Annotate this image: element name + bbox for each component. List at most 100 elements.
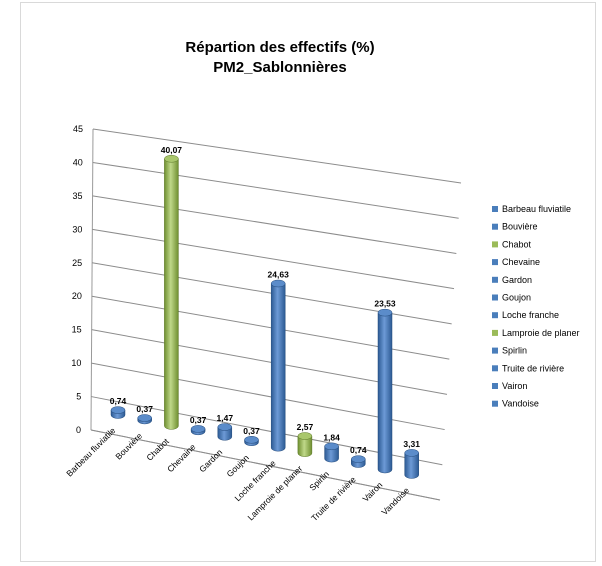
legend-swatch [492, 347, 498, 354]
bar-cap [217, 423, 233, 431]
chart-title-line-1: Répartion des effectifs (%) [185, 39, 374, 56]
bar-gardon [217, 423, 233, 441]
legend-swatch [492, 206, 498, 212]
legend-label: Lamproie de planer [502, 328, 580, 338]
y-tick-label: 35 [73, 191, 83, 201]
legend-label: Vandoise [502, 399, 539, 409]
legend-label: Spirlin [502, 346, 527, 356]
legend-swatch [492, 276, 498, 283]
y-tick-label: 25 [72, 258, 82, 268]
y-tick-label: 15 [72, 325, 82, 335]
y-tick-label: 30 [72, 224, 82, 234]
bar-truite-de-rivière [351, 455, 366, 468]
x-category-label: Chabot [144, 436, 171, 463]
legend-label: Chabot [502, 239, 532, 249]
x-category-label: Lamproie de planer [245, 463, 304, 522]
bar-cap [404, 449, 419, 457]
bar-spirlin [324, 442, 339, 463]
data-label: 3,31 [403, 439, 420, 449]
y-tick-label: 40 [73, 157, 83, 167]
bar-cap [137, 414, 152, 422]
legend-label: Loche franche [502, 310, 559, 320]
legend-label: Barbeau fluviatile [502, 204, 571, 214]
chart-title-line-2: PM2_Sablonnières [213, 59, 346, 76]
gridline [92, 161, 459, 219]
gridline [92, 228, 455, 290]
bar-body [324, 446, 339, 463]
x-category-label: Barbeau fluviatile [64, 425, 117, 478]
bar-vandoise [404, 449, 419, 479]
y-tick-label: 5 [76, 392, 81, 402]
legend-label: Bouvière [502, 222, 538, 232]
gridline [91, 295, 450, 360]
data-label: 0,74 [110, 396, 127, 406]
data-label: 0,37 [243, 426, 260, 436]
y-tick-label: 20 [72, 291, 82, 301]
legend-swatch [492, 241, 498, 248]
data-label: 0,37 [190, 415, 207, 425]
x-category-label: Vairon [360, 480, 384, 504]
bar-loche-franche [270, 279, 286, 452]
bar-bouvière [137, 414, 152, 425]
legend: Barbeau fluviatile Bouvière Chabot Chevaine… [492, 204, 580, 409]
bar-cap [297, 432, 313, 440]
x-category-label: Goujon [224, 452, 251, 479]
bar-body [404, 452, 419, 479]
chart-frame [20, 2, 596, 562]
bar-chevaine [190, 425, 206, 436]
bar-body [270, 283, 286, 452]
legend-label: Truite de rivière [502, 363, 564, 373]
bar-vairon [377, 308, 393, 474]
legend-swatch [492, 259, 498, 266]
legend-swatch [492, 400, 498, 407]
x-category-label: Vandoise [379, 485, 411, 517]
y-axis-ticks: 0 5 10 15 20 25 30 35 40 45 [71, 124, 83, 435]
data-label: 23,53 [374, 299, 396, 309]
x-category-label: Chevaine [165, 442, 198, 475]
legend-swatch [492, 329, 498, 336]
data-label: 1,47 [217, 413, 234, 423]
bar-body [217, 426, 233, 441]
data-label: 0,37 [136, 404, 153, 414]
gridline [92, 195, 457, 254]
bar-cap [164, 155, 179, 163]
bar-cap [110, 406, 126, 414]
bar-cap [351, 455, 366, 463]
bar-cap [244, 436, 259, 444]
legend-label: Chevaine [502, 257, 540, 267]
legend-label: Gardon [502, 275, 532, 285]
x-category-label: Gardon [197, 447, 224, 474]
bar-cap [270, 279, 286, 288]
bar-body [377, 312, 393, 474]
legend-swatch [492, 365, 498, 372]
gridline [92, 128, 462, 184]
gridline [90, 429, 441, 501]
y-tick-label: 0 [76, 425, 81, 435]
legend-label: Vairon [502, 381, 527, 391]
bars: 0,74 0,37 40,07 0,37 1,47 0,37 24,63 2,57 1,84 0,… [110, 145, 420, 479]
data-label: 1,84 [323, 432, 340, 442]
legend-swatch [492, 294, 498, 301]
bar-goujon [244, 436, 259, 446]
bar-cap [324, 442, 339, 451]
bar-barbeau-fluviatile [110, 406, 126, 419]
bar-cap [377, 308, 393, 317]
data-label: 0,74 [350, 445, 367, 455]
bar-lamproie-de-planer [297, 432, 313, 457]
legend-swatch [492, 383, 498, 389]
bar-chabot [164, 155, 179, 430]
data-label: 24,63 [268, 270, 290, 280]
legend-swatch [492, 223, 498, 230]
x-category-label: Spirlin [307, 469, 331, 493]
legend-swatch [492, 312, 498, 319]
y-tick-label: 10 [71, 358, 81, 368]
bar-cap [190, 425, 206, 433]
gridline [91, 329, 448, 395]
bar-body [297, 435, 313, 457]
data-label: 2,57 [297, 422, 314, 432]
bar-body [164, 158, 179, 430]
data-label: 40,07 [161, 145, 183, 155]
back-wall-left-edge [90, 128, 94, 431]
